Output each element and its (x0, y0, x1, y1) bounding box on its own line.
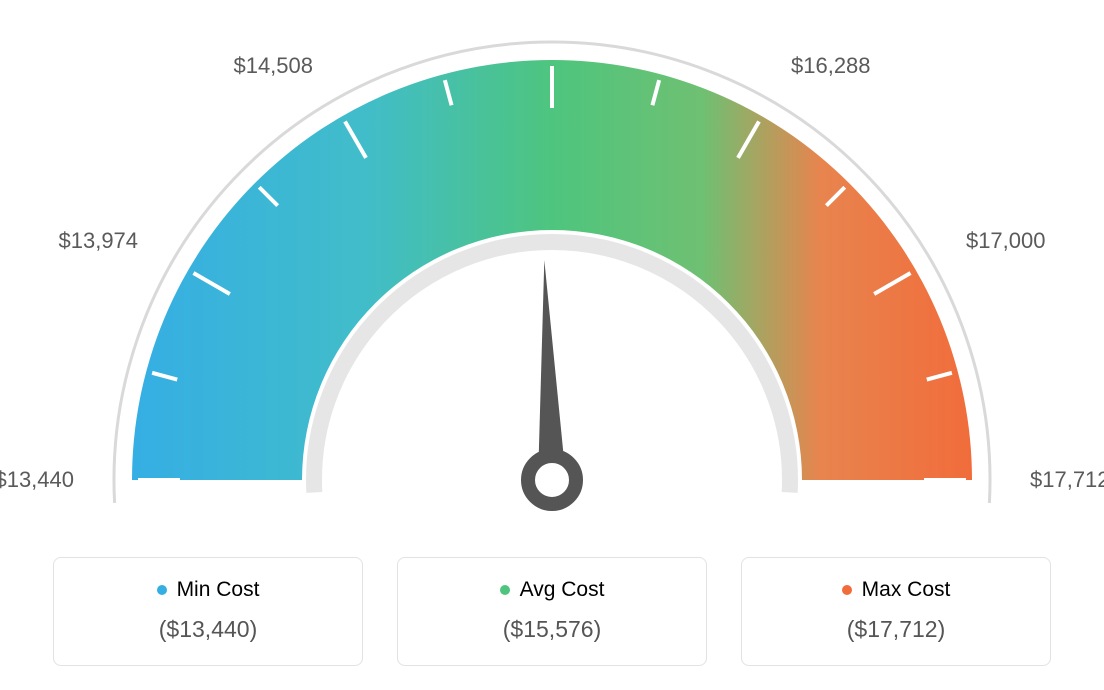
legend-card-avg: Avg Cost ($15,576) (397, 557, 707, 666)
gauge-tick-label: $17,000 (966, 228, 1046, 254)
gauge-tick-label: $14,508 (233, 53, 313, 79)
legend-title-min: Min Cost (157, 578, 260, 602)
legend-dot-avg (500, 585, 510, 595)
gauge-tick-label: $13,440 (0, 467, 74, 493)
legend-title-avg-label: Avg Cost (520, 578, 605, 602)
gauge-svg (0, 0, 1104, 560)
legend-title-max: Max Cost (842, 578, 951, 602)
gauge-tick-label: $16,288 (791, 53, 871, 79)
legend-row: Min Cost ($13,440) Avg Cost ($15,576) Ma… (0, 557, 1104, 666)
legend-value-avg: ($15,576) (408, 616, 696, 643)
gauge-tick-label: $13,974 (59, 228, 139, 254)
gauge-chart: $13,440 $13,974 $14,508 $15,576 $16,288 $17,0… (0, 0, 1104, 530)
legend-dot-min (157, 585, 167, 595)
legend-title-max-label: Max Cost (862, 578, 951, 602)
legend-value-max: ($17,712) (752, 616, 1040, 643)
gauge-tick-label: $15,576 (512, 0, 592, 2)
legend-value-min: ($13,440) (64, 616, 352, 643)
legend-card-min: Min Cost ($13,440) (53, 557, 363, 666)
legend-card-max: Max Cost ($17,712) (741, 557, 1051, 666)
legend-dot-max (842, 585, 852, 595)
legend-title-min-label: Min Cost (177, 578, 260, 602)
gauge-tick-label: $17,712 (1030, 467, 1104, 493)
legend-title-avg: Avg Cost (500, 578, 605, 602)
